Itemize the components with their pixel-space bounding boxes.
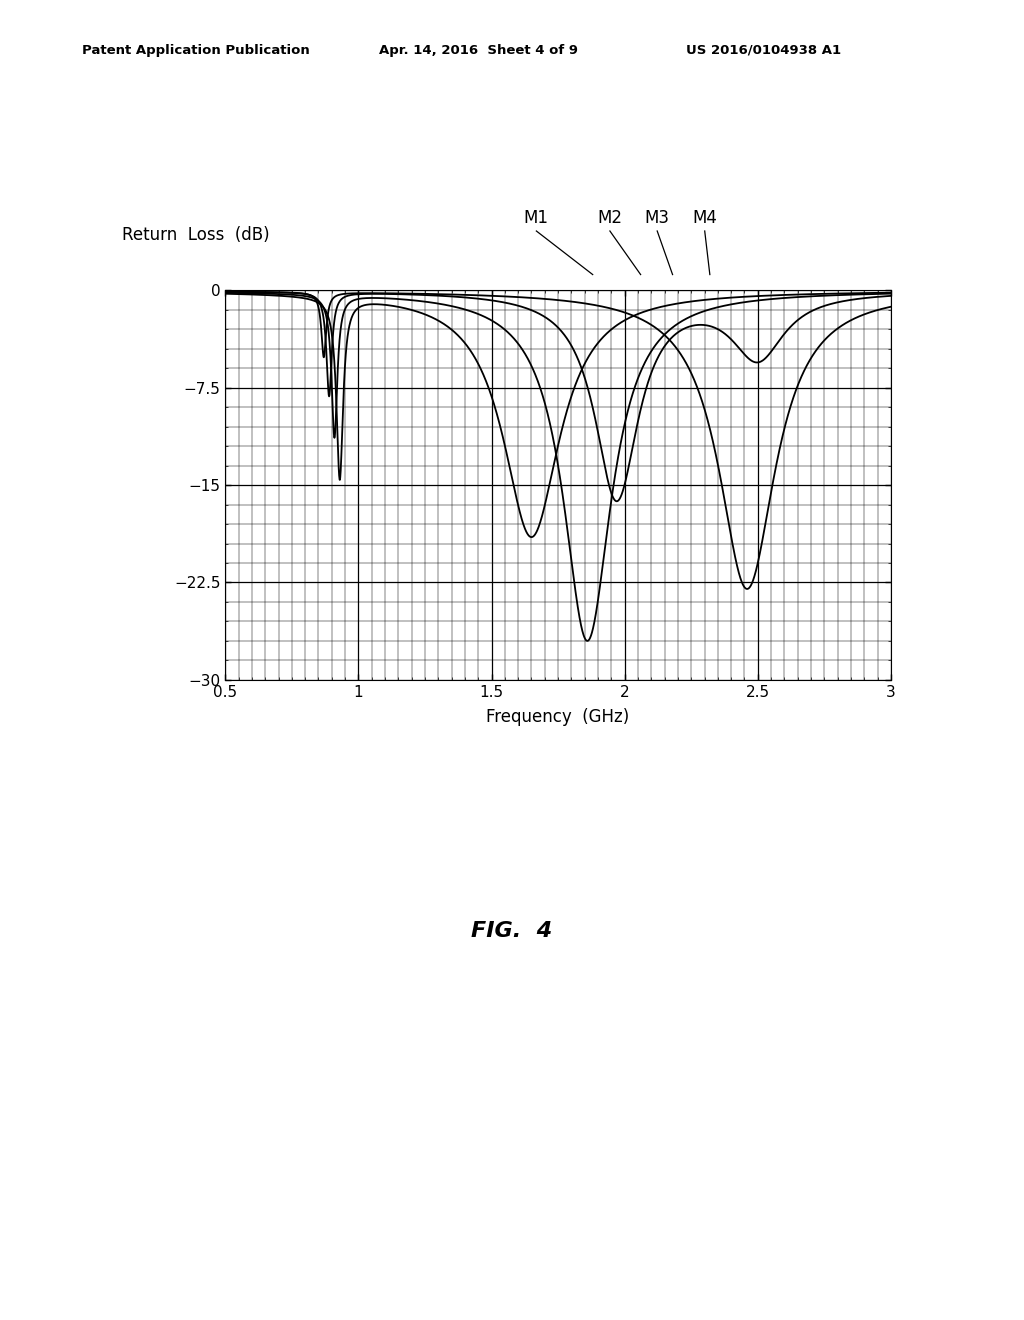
Text: Return  Loss  (dB): Return Loss (dB) xyxy=(122,226,269,244)
Text: M4: M4 xyxy=(692,209,717,227)
Text: M1: M1 xyxy=(524,209,549,227)
Text: M3: M3 xyxy=(645,209,670,227)
Text: M2: M2 xyxy=(597,209,623,227)
Text: US 2016/0104938 A1: US 2016/0104938 A1 xyxy=(686,44,841,57)
Text: FIG.  4: FIG. 4 xyxy=(471,920,553,941)
Text: Patent Application Publication: Patent Application Publication xyxy=(82,44,309,57)
Text: Apr. 14, 2016  Sheet 4 of 9: Apr. 14, 2016 Sheet 4 of 9 xyxy=(379,44,578,57)
X-axis label: Frequency  (GHz): Frequency (GHz) xyxy=(486,708,630,726)
